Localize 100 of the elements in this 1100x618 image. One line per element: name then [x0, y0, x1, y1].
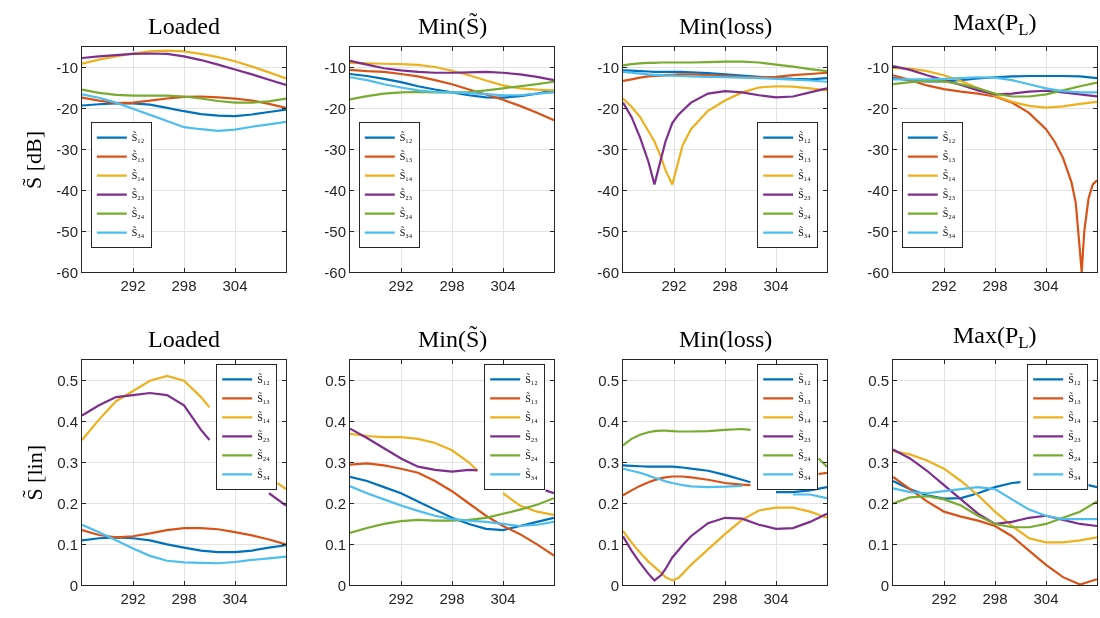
chart-title: Max(P$_{L}$): [953, 9, 1037, 40]
y-tick-label: -10: [56, 59, 78, 77]
line-series: [350, 462, 554, 557]
legend-label: S̃₃₄: [798, 468, 812, 481]
y-tick-label: 0: [880, 576, 889, 594]
legend-label: S̃₁₄: [525, 411, 539, 424]
y-tick-label: 0.3: [325, 453, 346, 471]
y-tick-label: -10: [597, 59, 619, 77]
legend-label: S̃₂₃: [1068, 430, 1081, 443]
legend-label: S̃₂₃: [399, 188, 413, 201]
x-tick-label: 298: [982, 277, 1008, 295]
legend-label: S̃₁₄: [798, 169, 812, 182]
line-series: [350, 68, 554, 122]
legend-label: S̃₁₂: [798, 373, 811, 386]
x-tick-label: 298: [712, 590, 738, 608]
legend-label: S̃₁₄: [942, 169, 956, 182]
legend-label: S̃₁₄: [798, 411, 812, 424]
legend-label: S̃₁₄: [1068, 411, 1082, 424]
x-tick-label: 304: [763, 590, 789, 608]
x-tick-label: 292: [661, 277, 687, 295]
chart-title: Min(S̃): [418, 325, 488, 352]
line-series: [82, 102, 286, 118]
legend-label: S̃₂₃: [131, 188, 145, 201]
line-series: [82, 88, 286, 104]
chart-title: Min(loss): [679, 13, 773, 39]
y-tick-label: -50: [597, 222, 619, 240]
legend-label: S̃₁₂: [525, 373, 538, 386]
y-tick-label: -10: [867, 59, 889, 77]
y-tick-label: 0.5: [325, 371, 346, 389]
legend-label: S̃₃₄: [525, 468, 539, 481]
y-tick-label: -40: [324, 181, 346, 199]
line-series: [82, 536, 286, 554]
legend-label: S̃₁₃: [257, 392, 270, 405]
x-tick-label: 292: [120, 277, 146, 295]
line-series: [82, 523, 286, 565]
y-tick-label: -60: [324, 263, 346, 281]
x-tick-label: 304: [1033, 277, 1059, 295]
y-tick-label: 0.5: [598, 371, 619, 389]
y-tick-label: -20: [597, 100, 619, 118]
line-series: [893, 495, 1097, 529]
y-tick-label: -10: [324, 59, 346, 77]
line-series: [893, 448, 1097, 528]
y-tick-label: -30: [324, 140, 346, 158]
line-series: [350, 485, 554, 528]
legend-label: S̃₂₃: [942, 188, 956, 201]
legend-label: S̃₃₄: [399, 226, 413, 239]
x-tick-label: 304: [1033, 590, 1059, 608]
line-series: [82, 52, 286, 87]
y-tick-label: 0.5: [868, 371, 889, 389]
y-tick-label: 0.2: [57, 494, 78, 512]
x-tick-label: 298: [982, 590, 1008, 608]
line-series: [350, 61, 554, 92]
legend-label: S̃₁₂: [798, 131, 811, 144]
y-tick-label: -20: [324, 100, 346, 118]
x-tick-label: 298: [712, 277, 738, 295]
chart-title: Min(loss): [679, 326, 773, 352]
y-tick-label: 0: [610, 576, 619, 594]
legend-label: S̃₂₄: [798, 207, 812, 220]
y-tick-label: 0: [337, 576, 346, 594]
chart-title: Min(S̃): [418, 12, 488, 39]
legend-label: S̃₂₄: [131, 207, 145, 220]
legend-label: S̃₂₃: [798, 188, 811, 201]
y-tick-label: -50: [56, 222, 78, 240]
y-tick-label: 0.4: [325, 412, 346, 430]
legend-label: S̃₁₄: [131, 169, 145, 182]
line-series: [893, 486, 1097, 521]
line-series: [893, 79, 1097, 98]
chart-title: Loaded: [148, 326, 220, 352]
y-tick-label: -60: [56, 263, 78, 281]
legend-label: S̃₁₂: [942, 131, 956, 144]
x-tick-label: 304: [222, 277, 248, 295]
legend-label: S̃₂₃: [525, 430, 538, 443]
legend-label: S̃₁₄: [257, 411, 271, 424]
x-tick-label: 304: [490, 277, 516, 295]
line-series: [350, 497, 554, 535]
line-series: [893, 74, 1097, 273]
legend-label: S̃₂₃: [257, 430, 270, 443]
legend-label: S̃₁₂: [131, 131, 145, 144]
legend-label: S̃₃₄: [798, 226, 812, 239]
x-tick-label: 298: [171, 277, 197, 295]
line-series: [82, 526, 286, 546]
line-series: [893, 450, 1097, 544]
y-tick-label: 0.2: [868, 494, 889, 512]
y-tick-label: 0.4: [598, 412, 619, 430]
y-tick-label: -20: [56, 100, 78, 118]
x-tick-label: 298: [171, 590, 197, 608]
y-tick-label: 0.1: [325, 535, 346, 553]
line-series: [623, 60, 827, 73]
x-tick-label: 292: [931, 590, 957, 608]
y-tick-label: 0.5: [57, 371, 78, 389]
y-axis-title: S̃ [dB]: [21, 130, 47, 189]
x-tick-label: 292: [120, 590, 146, 608]
legend-label: S̃₂₃: [798, 430, 811, 443]
y-tick-label: -30: [867, 140, 889, 158]
legend-label: S̃₁₃: [798, 150, 811, 163]
y-tick-label: 0.4: [868, 412, 889, 430]
y-tick-label: 0.3: [57, 453, 78, 471]
x-tick-label: 292: [661, 590, 687, 608]
y-axis-title: S̃ [lin]: [21, 444, 47, 501]
chart-title: Loaded: [148, 13, 220, 39]
